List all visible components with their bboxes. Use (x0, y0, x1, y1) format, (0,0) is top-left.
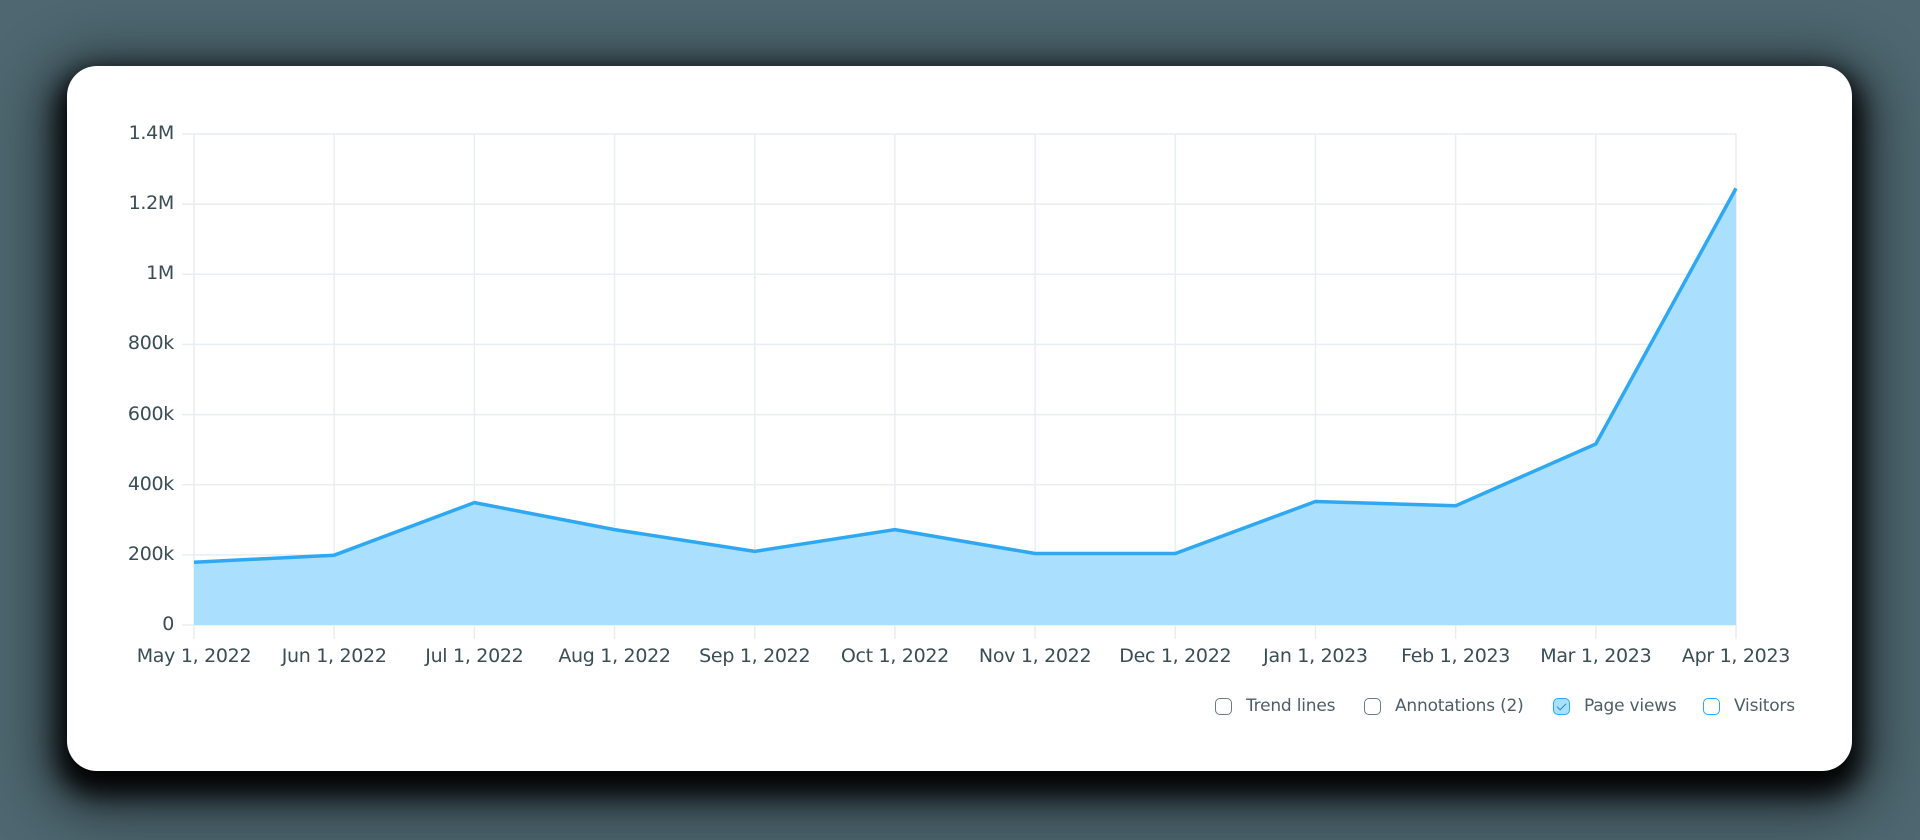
checkbox-unchecked-icon[interactable] (1215, 697, 1232, 715)
page-views-line[interactable] (193, 187, 1738, 564)
legend-annotations[interactable]: Annotations (2) (1364, 694, 1524, 718)
legend-label: Trend lines (1246, 696, 1336, 716)
checkbox-unchecked-icon[interactable] (1364, 697, 1381, 715)
x-tick-label: May 1, 2022 (136, 645, 252, 667)
y-tick-label: 400k (127, 472, 174, 495)
x-tick-label: Apr 1, 2023 (1681, 645, 1791, 667)
legend-trend-lines[interactable]: Trend lines (1215, 694, 1335, 718)
chart-card (67, 66, 1852, 771)
x-tick-label: Sep 1, 2022 (699, 645, 811, 667)
x-tick-label: Jul 1, 2022 (425, 645, 524, 667)
y-tick-label: 1.4M (128, 122, 175, 144)
x-tick-label: Oct 1, 2022 (840, 645, 949, 667)
x-tick-label: Mar 1, 2023 (1540, 645, 1652, 667)
y-tick-label: 1M (146, 262, 174, 285)
legend-label: Visitors (1734, 696, 1795, 716)
legend-page-views[interactable]: Page views (1553, 694, 1677, 718)
checkbox-unchecked-icon[interactable] (1703, 697, 1720, 715)
y-tick-label: 600k (127, 402, 174, 425)
y-tick-label: 0 (162, 613, 174, 635)
y-tick-label: 1.2M (128, 192, 175, 215)
x-tick-label: Jan 1, 2023 (1263, 645, 1368, 667)
legend-label: Annotations (2) (1395, 696, 1524, 716)
checkbox-checked-icon[interactable] (1553, 697, 1570, 715)
x-tick-label: Aug 1, 2022 (558, 645, 671, 667)
legend-label: Page views (1584, 696, 1677, 716)
legend-visitors[interactable]: Visitors (1703, 694, 1795, 718)
y-tick-label: 200k (127, 542, 174, 565)
x-tick-label: Feb 1, 2023 (1401, 645, 1511, 667)
y-tick-label: 800k (127, 332, 174, 355)
x-tick-label: Dec 1, 2022 (1119, 645, 1232, 667)
x-tick-label: Nov 1, 2022 (978, 645, 1092, 667)
page-views-area (194, 188, 1736, 625)
x-tick-label: Jun 1, 2022 (281, 645, 387, 667)
